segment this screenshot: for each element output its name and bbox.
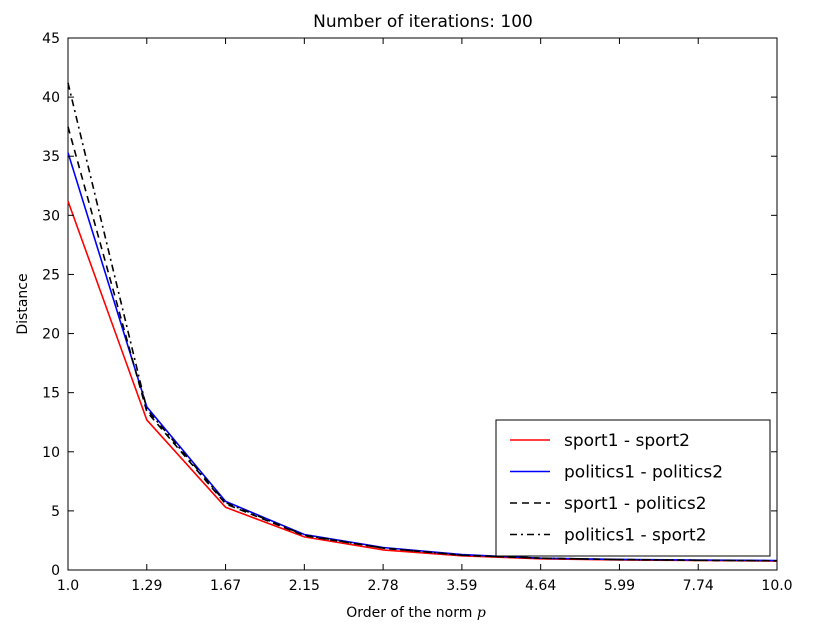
y-tick-label: 10 <box>42 445 60 461</box>
x-tick-label: 2.78 <box>368 578 399 594</box>
legend-label: sport1 - sport2 <box>564 431 690 451</box>
x-tick-label: 1.67 <box>210 578 241 594</box>
legend-label: sport1 - politics2 <box>564 494 707 514</box>
x-tick-label: 3.59 <box>446 578 477 594</box>
y-tick-label: 35 <box>42 149 60 165</box>
y-tick-label: 40 <box>42 90 60 106</box>
x-tick-label: 1.29 <box>131 578 162 594</box>
y-axis-label: Distance <box>15 273 31 334</box>
y-tick-label: 20 <box>42 327 60 343</box>
plot-frame <box>67 37 778 571</box>
chart-title: Number of iterations: 100 <box>313 12 533 32</box>
x-tick-label: 5.99 <box>604 578 635 594</box>
y-tick-label: 0 <box>51 563 60 579</box>
series-line-3 <box>67 126 778 562</box>
legend-label: politics1 - politics2 <box>564 463 723 483</box>
x-tick-label: 7.74 <box>683 578 714 594</box>
y-tick-label: 30 <box>42 208 60 224</box>
plot-area: 1.0 1.29 1.67 2.15 2.78 3.59 4.64 5.99 7.74 10.0 0… <box>42 31 792 594</box>
x-axis-label: Order of the norm p <box>346 605 486 621</box>
y-tick-label: 5 <box>51 504 60 520</box>
legend-box <box>495 419 771 557</box>
series-line-4 <box>67 82 778 562</box>
y-tick-label: 15 <box>42 386 60 402</box>
x-tick-label: 10.0 <box>761 578 792 594</box>
series-lines <box>67 82 778 562</box>
legend-label: politics1 - sport2 <box>564 526 707 546</box>
x-tick-label: 2.15 <box>289 578 320 594</box>
x-tick-label: 4.64 <box>525 578 556 594</box>
axis-ticks: 1.0 1.29 1.67 2.15 2.78 3.59 4.64 5.99 7.74 10.0 0… <box>42 31 792 594</box>
y-tick-label: 25 <box>42 267 60 283</box>
x-tick-label: 1.0 <box>57 578 79 594</box>
y-tick-label: 45 <box>42 31 60 47</box>
legend: sport1 - sport2 politics1 - politics2 spor… <box>495 419 771 557</box>
